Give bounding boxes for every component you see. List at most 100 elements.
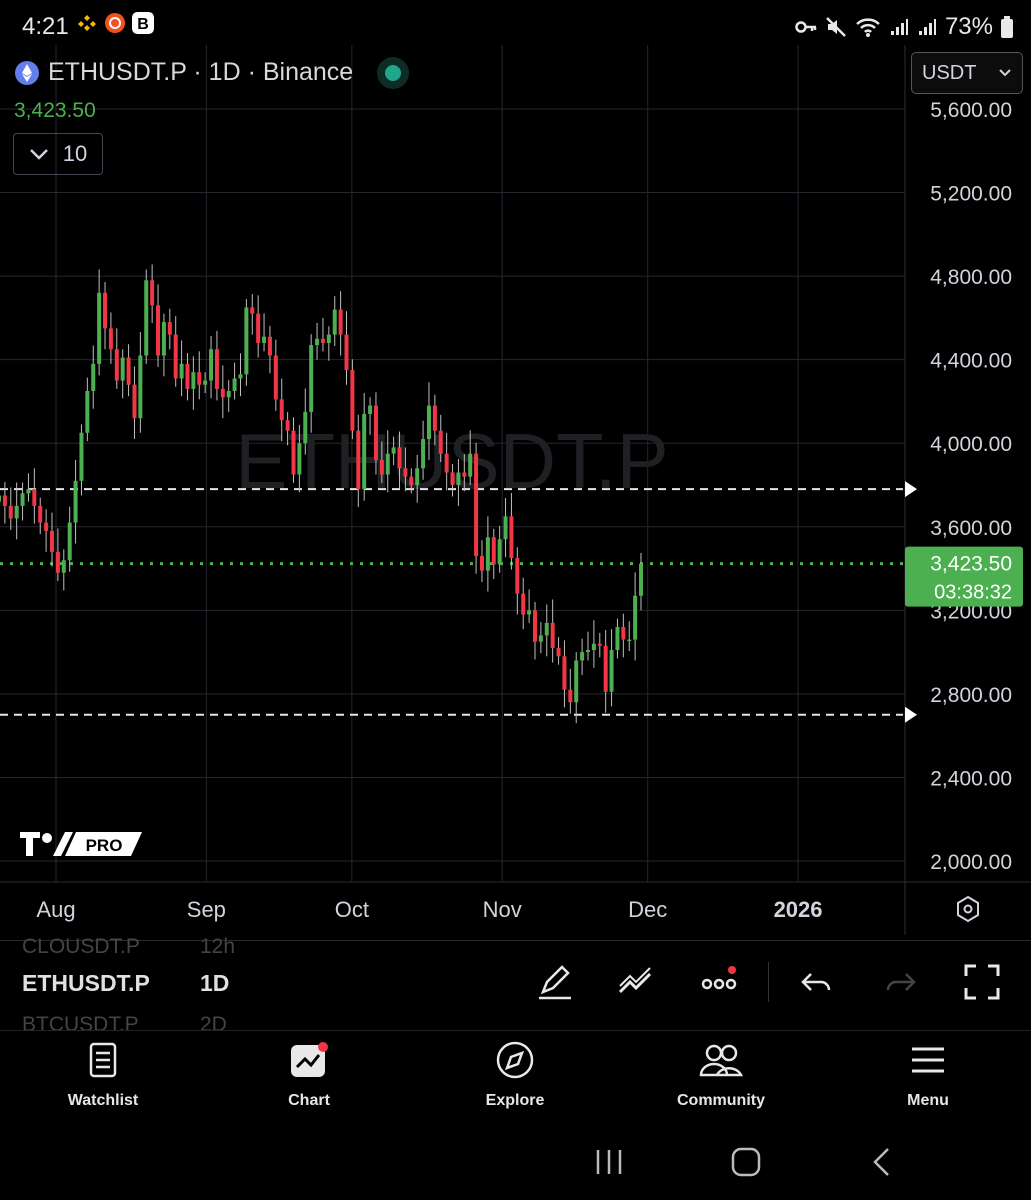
y-tick-label: 4,400.00 bbox=[930, 350, 1012, 373]
candle-body bbox=[438, 430, 443, 454]
y-tick-label: 2,000.00 bbox=[930, 851, 1012, 874]
current-interval[interactable]: 1D bbox=[200, 970, 230, 996]
status-bar: 4:21 B 73% bbox=[0, 0, 1031, 52]
candle-body bbox=[491, 537, 496, 565]
indicator-collapse-button[interactable]: 10 bbox=[13, 133, 103, 175]
candle-body bbox=[44, 522, 49, 531]
nav-chart[interactable]: Chart bbox=[249, 1041, 369, 1110]
candle-body bbox=[544, 622, 549, 636]
candle-body bbox=[167, 322, 172, 335]
logo-pro-text: PRO bbox=[86, 836, 123, 855]
pencil-icon[interactable] bbox=[535, 962, 575, 1002]
trend-line-icon[interactable] bbox=[616, 962, 656, 1002]
candle-body bbox=[185, 363, 190, 389]
candle-body bbox=[538, 635, 543, 642]
y-tick-label: 4,000.00 bbox=[930, 433, 1012, 456]
y-tick-label: 2,400.00 bbox=[930, 767, 1012, 790]
candle-body bbox=[444, 453, 449, 473]
candle-body bbox=[267, 336, 272, 356]
fullscreen-icon[interactable] bbox=[962, 962, 1002, 1002]
candle-body bbox=[2, 495, 7, 506]
coin-app-icon bbox=[105, 13, 125, 33]
candle-body bbox=[209, 349, 214, 381]
tradingview-logo: PRO bbox=[20, 832, 142, 856]
horizontal-line-arrow bbox=[905, 481, 917, 498]
nav-watchlist-label: Watchlist bbox=[67, 1092, 139, 1109]
currency-select[interactable]: USDT bbox=[911, 52, 1023, 94]
watchlist-icon bbox=[89, 1042, 117, 1078]
list-prev-interval[interactable]: 12h bbox=[200, 935, 236, 958]
candle-body bbox=[503, 516, 508, 540]
recent-apps-icon[interactable] bbox=[594, 1148, 624, 1176]
candle-body bbox=[615, 627, 620, 651]
candle-body bbox=[621, 627, 626, 640]
home-icon[interactable] bbox=[730, 1146, 762, 1178]
candle-body bbox=[356, 430, 361, 490]
y-tick-label: 5,200.00 bbox=[930, 183, 1012, 206]
current-symbol[interactable]: ETHUSDT.P bbox=[22, 970, 150, 996]
nav-community-label: Community bbox=[677, 1092, 765, 1109]
candle-body bbox=[214, 349, 219, 389]
candle-body bbox=[120, 357, 125, 381]
x-tick-label: Dec bbox=[628, 897, 667, 922]
candle-body bbox=[373, 405, 378, 460]
candle-body bbox=[532, 610, 537, 642]
nav-explore[interactable]: Explore bbox=[455, 1041, 575, 1110]
horizontal-lines bbox=[0, 481, 917, 723]
candle-body bbox=[344, 334, 349, 371]
nav-community[interactable]: Community bbox=[661, 1041, 781, 1110]
candle-body bbox=[297, 443, 302, 475]
compass-icon bbox=[496, 1041, 534, 1079]
candle-body bbox=[568, 689, 573, 703]
binance-app-icon bbox=[76, 12, 98, 34]
candle-body bbox=[556, 647, 561, 657]
candle-body bbox=[391, 447, 396, 454]
candle-body bbox=[609, 650, 614, 692]
candle-body bbox=[462, 472, 467, 477]
key-icon bbox=[795, 21, 817, 33]
bottom-navigation: Watchlist Chart Explore Community Menu bbox=[0, 1030, 1031, 1131]
undo-icon[interactable] bbox=[797, 962, 837, 1002]
candle-body bbox=[256, 313, 261, 343]
back-icon[interactable] bbox=[870, 1146, 894, 1178]
candle-body bbox=[379, 459, 384, 475]
candle-body bbox=[14, 505, 19, 519]
nav-menu[interactable]: Menu bbox=[868, 1041, 988, 1110]
candle-body bbox=[332, 309, 337, 335]
header-current-price: 3,423.50 bbox=[14, 99, 96, 122]
nav-watchlist[interactable]: Watchlist bbox=[43, 1041, 163, 1110]
candle-body bbox=[326, 334, 331, 343]
candle-body bbox=[8, 505, 13, 519]
redo-icon[interactable] bbox=[880, 962, 920, 1002]
y-tick-label: 4,800.00 bbox=[930, 266, 1012, 289]
candle-body bbox=[244, 307, 249, 375]
list-prev-symbol[interactable]: CLOUSDT.P bbox=[22, 935, 140, 958]
candle-body bbox=[415, 468, 420, 485]
price-tag-bg bbox=[905, 546, 1023, 607]
candle-body bbox=[303, 411, 308, 444]
y-tick-label: 5,600.00 bbox=[930, 99, 1012, 122]
candle-body bbox=[521, 593, 526, 615]
candle-body bbox=[320, 338, 325, 343]
candle-body bbox=[79, 432, 84, 481]
candle-body bbox=[103, 292, 108, 329]
price-chart[interactable]: ETHUSDT.P 2,000.002,400.002,800.003,200.… bbox=[0, 0, 1031, 935]
chart-icon bbox=[291, 1042, 328, 1077]
svg-text:B: B bbox=[137, 16, 149, 33]
signal-icon bbox=[918, 19, 936, 35]
more-icon[interactable] bbox=[699, 962, 739, 1002]
market-status-dot bbox=[385, 64, 402, 81]
symbol-header[interactable]: ETHUSDT.P · 1D · Binance bbox=[14, 58, 402, 87]
candle-body bbox=[20, 493, 25, 506]
candle-body bbox=[574, 660, 579, 703]
y-axis: 2,000.002,400.002,800.003,200.003,600.00… bbox=[930, 99, 1012, 874]
candle-body bbox=[450, 472, 455, 485]
x-tick-label: Sep bbox=[187, 897, 226, 922]
candle-body bbox=[603, 645, 608, 692]
candle-body bbox=[179, 363, 184, 379]
candle-body bbox=[85, 391, 90, 433]
candle-body bbox=[580, 652, 585, 661]
candle-body bbox=[474, 453, 479, 557]
price-tag-countdown: 03:38:32 bbox=[934, 582, 1012, 604]
candle-body bbox=[0, 495, 1, 502]
